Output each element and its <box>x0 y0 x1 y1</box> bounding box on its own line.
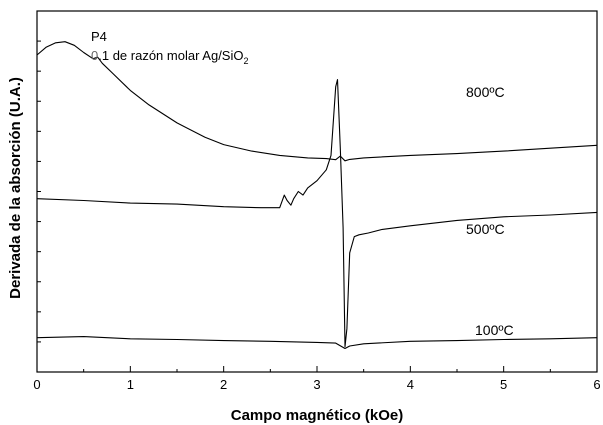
series-layer <box>36 41 598 350</box>
y-axis-ticks <box>37 40 41 343</box>
series-label-500: 500ºC <box>466 221 505 237</box>
x-tick-label: 6 <box>593 377 600 392</box>
series-line-0 <box>36 41 598 162</box>
x-axis-title: Campo magnético (kOe) <box>231 407 404 424</box>
series-label-800: 800ºC <box>466 84 505 100</box>
series-line-1 <box>36 79 598 348</box>
x-tick-label: 5 <box>500 377 507 392</box>
plot-area: 0 1 2 3 4 5 6 <box>33 10 601 392</box>
x-tick-label: 2 <box>220 377 227 392</box>
sample-annotation: P4 <box>91 29 107 44</box>
plot-frame <box>36 10 598 373</box>
x-tick-label: 1 <box>127 377 134 392</box>
x-tick-label: 4 <box>407 377 414 392</box>
x-tick-label: 3 <box>313 377 320 392</box>
series-line-2 <box>36 336 598 350</box>
series-label-100: 100ºC <box>475 322 514 338</box>
y-axis-title: Derivada de la absorción (U.A.) <box>7 77 24 299</box>
x-tick-label: 0 <box>33 377 40 392</box>
x-axis-ticks: 0 1 2 3 4 5 6 <box>33 366 601 392</box>
ratio-annotation: 0.1 de razón molar Ag/SiO2 <box>91 48 249 66</box>
